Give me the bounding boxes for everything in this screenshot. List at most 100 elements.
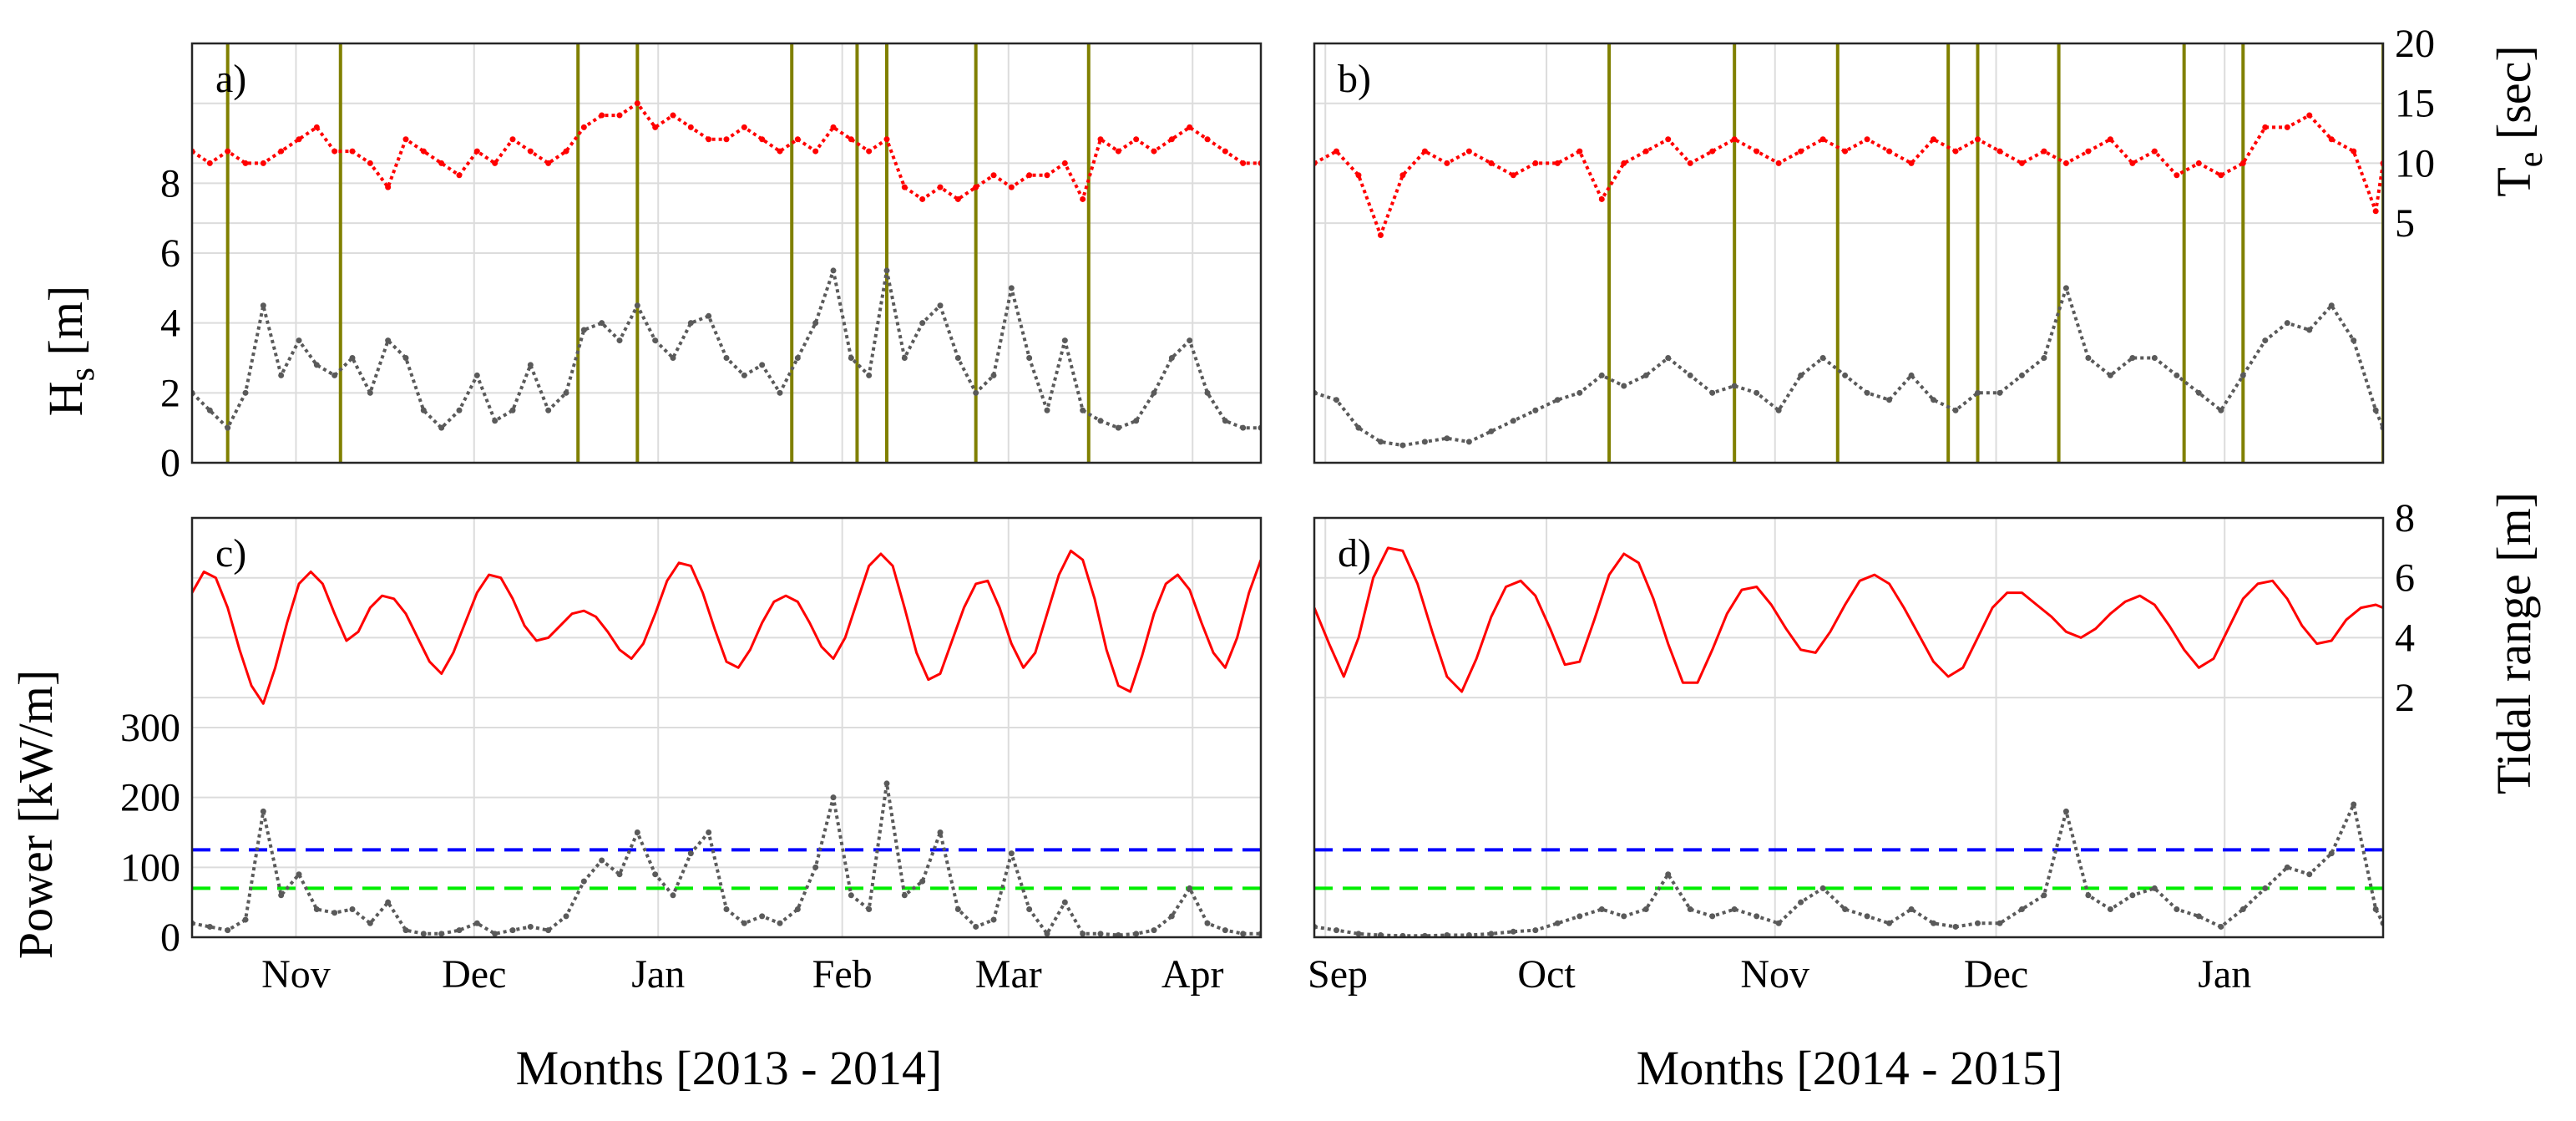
point-power-23 xyxy=(599,857,605,864)
point-te-31 xyxy=(1997,148,2003,155)
point-hs-30 xyxy=(1974,389,1981,396)
point-te-17 xyxy=(492,160,498,166)
ytick-left-label-2: 4 xyxy=(160,302,180,346)
point-te-34 xyxy=(2062,160,2069,166)
point-te-14 xyxy=(438,160,445,166)
point-hs-58 xyxy=(1222,418,1228,424)
point-power-2 xyxy=(225,927,231,934)
point-te-9 xyxy=(349,148,356,155)
point-power-46 xyxy=(2328,850,2335,857)
point-power-23 xyxy=(1819,885,1826,891)
point-te-46 xyxy=(1008,184,1015,190)
point-te-16 xyxy=(473,148,480,155)
point-power-53 xyxy=(1133,931,1140,937)
point-power-27 xyxy=(670,892,676,899)
point-te-42 xyxy=(2239,160,2246,166)
left-ylabel-power: Power [kW/m] xyxy=(8,670,63,959)
point-power-36 xyxy=(830,794,837,801)
point-power-24 xyxy=(1842,906,1849,913)
point-te-15 xyxy=(1642,148,1649,155)
point-te-37 xyxy=(2129,160,2136,166)
point-power-30 xyxy=(723,906,730,913)
point-hs-2 xyxy=(225,424,231,431)
point-power-40 xyxy=(2195,913,2202,920)
point-te-32 xyxy=(759,136,766,143)
point-te-19 xyxy=(1731,136,1738,143)
point-hs-31 xyxy=(741,372,747,378)
point-power-12 xyxy=(402,927,409,934)
point-te-56 xyxy=(1187,124,1193,130)
point-hs-29 xyxy=(1952,407,1959,413)
point-hs-37 xyxy=(2129,355,2136,361)
point-power-54 xyxy=(1151,927,1157,934)
point-power-21 xyxy=(1775,920,1782,926)
point-power-43 xyxy=(2262,885,2269,891)
point-hs-56 xyxy=(1187,337,1193,344)
point-power-20 xyxy=(1754,913,1760,920)
xtick-label-dec: Dec xyxy=(1964,952,2028,997)
point-te-54 xyxy=(1151,148,1157,155)
hs-subscript: s xyxy=(63,368,102,381)
point-te-43 xyxy=(2262,124,2269,130)
left-ylabel-hs: Hs [m] xyxy=(38,286,102,417)
point-te-4 xyxy=(260,160,266,166)
point-hs-26 xyxy=(1886,397,1893,403)
point-power-11 xyxy=(1554,920,1561,926)
point-te-8 xyxy=(331,148,338,155)
point-power-59 xyxy=(1240,931,1247,937)
point-hs-8 xyxy=(1488,428,1495,434)
point-power-16 xyxy=(473,920,480,926)
point-power-3 xyxy=(1377,931,1384,937)
point-power-22 xyxy=(580,878,587,885)
point-hs-46 xyxy=(2328,302,2335,309)
point-te-29 xyxy=(706,136,712,143)
point-hs-14 xyxy=(1621,383,1627,389)
point-te-4 xyxy=(1399,172,1406,179)
point-te-12 xyxy=(402,136,409,143)
point-power-41 xyxy=(919,878,926,885)
point-power-43 xyxy=(954,906,961,913)
ytick-right-label-3: 20 xyxy=(2395,22,2435,66)
point-hs-22 xyxy=(580,327,587,333)
point-te-14 xyxy=(1621,160,1627,166)
point-hs-5 xyxy=(278,372,285,378)
point-te-37 xyxy=(848,136,854,143)
point-te-18 xyxy=(509,136,516,143)
panel-d: 2 4 6 8 Sep Oct Nov Dec Jan d) xyxy=(1308,496,2415,997)
te-unit: [sec] xyxy=(2487,45,2541,151)
point-hs-25 xyxy=(634,302,640,309)
point-hs-19 xyxy=(527,362,534,368)
point-hs-6 xyxy=(1444,435,1450,442)
point-te-30 xyxy=(1974,136,1981,143)
plot-area xyxy=(1314,546,2383,937)
point-power-33 xyxy=(777,920,783,926)
point-power-17 xyxy=(492,931,498,937)
point-hs-47 xyxy=(2351,337,2357,344)
panel-letter: b) xyxy=(1338,57,1371,101)
xtick-label-mar: Mar xyxy=(975,952,1042,997)
point-te-36 xyxy=(830,124,837,130)
point-te-45 xyxy=(2306,112,2313,119)
point-te-23 xyxy=(1819,136,1826,143)
point-hs-1 xyxy=(1333,397,1339,403)
point-power-17 xyxy=(1687,906,1693,913)
point-te-21 xyxy=(1775,160,1782,166)
point-te-7 xyxy=(1465,148,1472,155)
point-power-19 xyxy=(527,923,534,930)
point-hs-15 xyxy=(1642,372,1649,378)
point-hs-30 xyxy=(723,355,730,361)
point-power-6 xyxy=(296,871,302,878)
point-hs-25 xyxy=(1864,389,1870,396)
point-power-9 xyxy=(1510,928,1516,935)
point-power-34 xyxy=(794,906,801,913)
point-te-5 xyxy=(278,148,285,155)
point-te-10 xyxy=(1532,160,1539,166)
point-hs-39 xyxy=(883,267,890,274)
point-te-59 xyxy=(1240,160,1247,166)
point-hs-17 xyxy=(492,418,498,424)
point-power-49 xyxy=(1061,899,1068,905)
point-te-18 xyxy=(1709,148,1716,155)
right-ylabel-tidal: Tidal range [m] xyxy=(2487,492,2541,794)
point-te-33 xyxy=(2041,148,2047,155)
point-power-58 xyxy=(1222,927,1228,934)
